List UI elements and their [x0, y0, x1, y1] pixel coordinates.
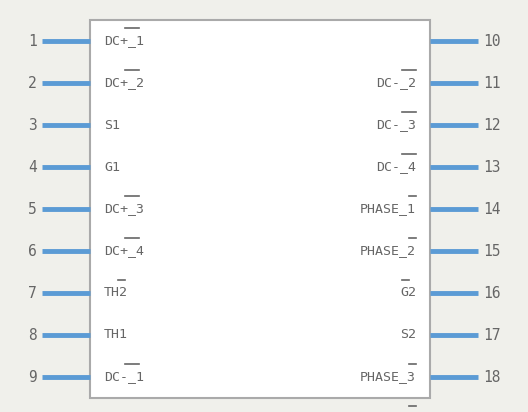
Text: 17: 17: [483, 328, 501, 342]
Text: 3: 3: [29, 117, 37, 133]
Text: DC-_4: DC-_4: [376, 161, 416, 173]
Text: 16: 16: [483, 286, 501, 300]
Text: 8: 8: [29, 328, 37, 342]
Text: TH1: TH1: [104, 328, 128, 342]
Bar: [90, 20, 430, 398]
Text: DC-_3: DC-_3: [376, 119, 416, 131]
Text: DC+_2: DC+_2: [104, 77, 144, 89]
Text: 2: 2: [29, 75, 37, 91]
Text: 7: 7: [29, 286, 37, 300]
Text: TH2: TH2: [104, 286, 128, 300]
Text: DC+_4: DC+_4: [104, 244, 144, 258]
Text: G1: G1: [104, 161, 120, 173]
Text: 1: 1: [29, 33, 37, 49]
Text: 6: 6: [29, 243, 37, 258]
Text: DC-_1: DC-_1: [104, 370, 144, 384]
Text: PHASE_3: PHASE_3: [360, 370, 416, 384]
Text: 10: 10: [483, 33, 501, 49]
Text: 18: 18: [483, 370, 501, 384]
Text: 4: 4: [29, 159, 37, 175]
Text: 12: 12: [483, 117, 501, 133]
Text: 15: 15: [483, 243, 501, 258]
Text: 13: 13: [483, 159, 501, 175]
Text: 9: 9: [29, 370, 37, 384]
Text: 11: 11: [483, 75, 501, 91]
Text: DC+_3: DC+_3: [104, 203, 144, 215]
Text: 5: 5: [29, 201, 37, 216]
Text: DC-_2: DC-_2: [376, 77, 416, 89]
Text: DC+_1: DC+_1: [104, 35, 144, 47]
Text: PHASE_1: PHASE_1: [360, 203, 416, 215]
Text: G2: G2: [400, 286, 416, 300]
Text: S1: S1: [104, 119, 120, 131]
Text: PHASE_2: PHASE_2: [360, 244, 416, 258]
Text: 14: 14: [483, 201, 501, 216]
Text: S2: S2: [400, 328, 416, 342]
